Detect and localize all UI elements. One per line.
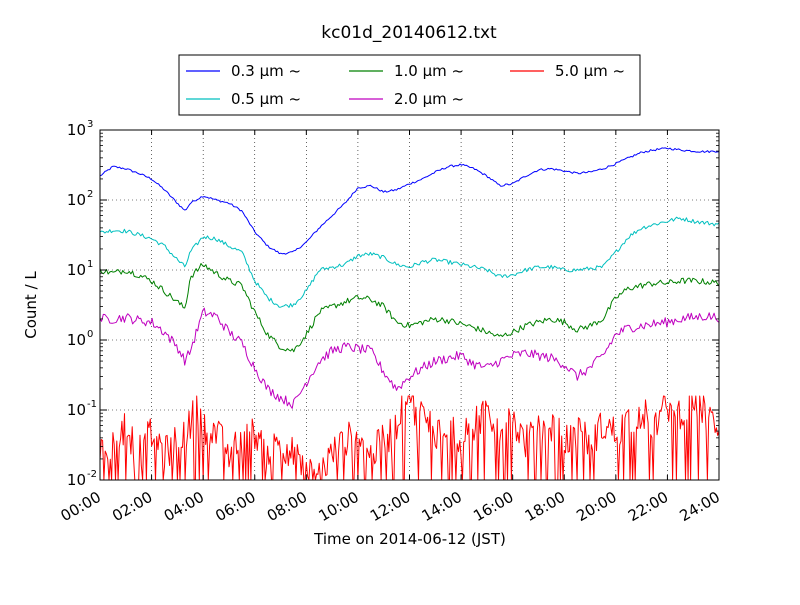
legend-label: 5.0 µm ~: [555, 62, 625, 80]
y-tick-label: 10: [67, 331, 86, 349]
series-line: [99, 216, 720, 308]
series-layer: [99, 147, 720, 481]
y-tick-exponent: 3: [87, 119, 93, 130]
y-tick-exponent: 0: [87, 329, 93, 340]
y-tick-exponent: 2: [87, 189, 93, 200]
chart-title: kc01d_20140612.txt: [321, 23, 497, 43]
series-line: [99, 307, 720, 409]
y-tick-label: 10: [67, 191, 86, 209]
legend-label: 2.0 µm ~: [394, 90, 464, 108]
y-tick-exponent: -1: [87, 399, 97, 410]
y-tick-exponent: 1: [87, 259, 93, 270]
y-tick-exponent: -2: [87, 469, 97, 480]
y-tick-label: 10: [67, 261, 86, 279]
y-axis-label: Count / L: [22, 271, 40, 339]
series-line: [99, 147, 720, 255]
series-line: [99, 263, 720, 353]
legend-label: 1.0 µm ~: [394, 62, 464, 80]
legend: 0.3 µm ~ 0.5 µm ~ 1.0 µm ~ 2.0 µm ~ 5.0 µm ~: [178, 54, 641, 116]
x-axis-label: Time on 2014-06-12 (JST): [313, 530, 506, 548]
legend-label: 0.3 µm ~: [231, 62, 301, 80]
y-tick-label: 10: [67, 471, 86, 489]
y-tick-label: 10: [67, 121, 86, 139]
legend-label: 0.5 µm ~: [231, 90, 301, 108]
legend-box: [178, 54, 641, 116]
y-tick-label: 10: [67, 401, 86, 419]
